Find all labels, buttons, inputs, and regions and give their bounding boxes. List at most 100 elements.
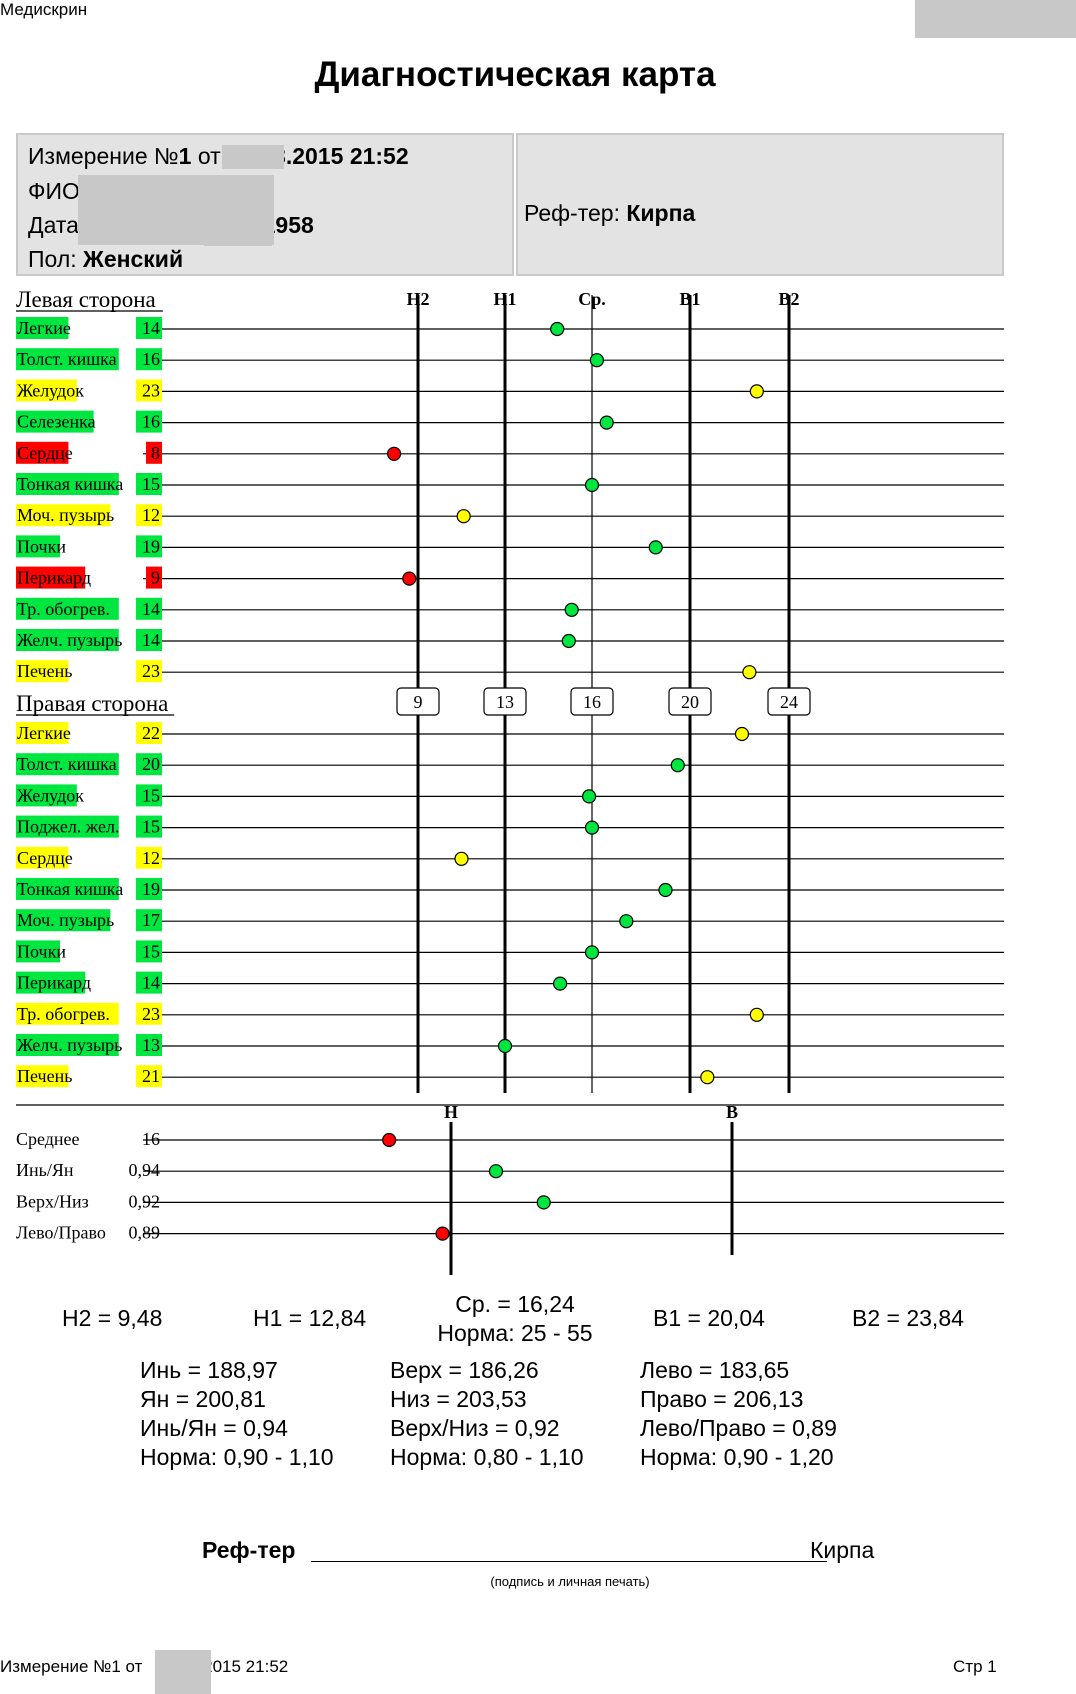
left-row-name-bg — [16, 629, 119, 651]
left-row-value: 12 — [142, 505, 160, 525]
fio-line: ФИО — [28, 178, 80, 204]
right-row-name-bg — [16, 1002, 119, 1025]
left-row-name: Моч. пузырь — [17, 505, 114, 525]
right-row-name-bg — [16, 1034, 119, 1056]
right-row-name-bg — [16, 846, 69, 869]
left-row-value: 14 — [142, 630, 160, 650]
summary-data-point — [435, 1226, 450, 1241]
stat-left: Лево = 183,65 — [640, 1357, 790, 1383]
right-row-value: 17 — [142, 910, 160, 930]
summary-data-point — [536, 1195, 551, 1210]
right-data-point — [581, 789, 597, 804]
right-row-name: Моч. пузырь — [17, 910, 114, 930]
left-row-value-bg — [136, 410, 162, 433]
signature-label: Реф-тер — [202, 1537, 296, 1563]
yin-yan-block: Инь = 188,97 Ян = 200,81 Инь/Ян = 0,94 Н… — [140, 1356, 334, 1472]
left-right-block: Лево = 183,65 Право = 206,13 Лево/Право … — [640, 1356, 837, 1472]
left-row-name: Селезенка — [17, 412, 96, 432]
right-row-name-bg — [16, 940, 60, 963]
left-row-value: 23 — [142, 661, 160, 681]
right-data-point — [584, 945, 600, 960]
stat-yin-yan-norm: Норма: 0,90 - 1,10 — [140, 1444, 334, 1470]
right-row-value-bg — [136, 784, 162, 807]
axis-value-box — [483, 687, 527, 716]
left-row-name: Желч. пузырь — [17, 630, 122, 650]
right-row-value-bg — [136, 722, 162, 744]
right-data-point — [454, 851, 469, 866]
stat-avg: Ср. = 16,24 — [455, 1291, 575, 1317]
right-row-value: 23 — [142, 1004, 160, 1024]
left-data-point — [561, 633, 576, 649]
axis-value: 24 — [780, 692, 798, 712]
referrer-line: Реф-тер: Кирпа — [524, 200, 696, 226]
stat-top-bottom: Верх/Низ = 0,92 — [390, 1415, 560, 1441]
summary-row-value: 16 — [142, 1129, 160, 1149]
stat-left-right-norm: Норма: 0,90 - 1,20 — [640, 1444, 834, 1470]
right-row-name: Тр. обогрев. — [17, 1004, 110, 1024]
left-data-point — [564, 602, 579, 617]
left-row-name-bg — [16, 379, 77, 402]
left-row-value: 16 — [142, 349, 160, 369]
left-section-title: Левая сторона — [16, 287, 156, 312]
left-data-point — [550, 321, 565, 337]
right-row-value-bg — [136, 846, 162, 869]
stat-v1: В1 = 20,04 — [653, 1305, 765, 1331]
right-data-point — [700, 1070, 715, 1085]
left-row-name-bg — [16, 660, 69, 683]
right-row-name: Тонкая кишка — [17, 879, 123, 899]
top-bottom-block: Верх = 186,26 Низ = 203,53 Верх/Низ = 0,… — [390, 1356, 584, 1472]
left-row-value: 15 — [142, 474, 160, 494]
right-row-name-bg — [16, 878, 119, 900]
stat-n1: Н1 = 12,84 — [253, 1305, 367, 1331]
right-section-title: Правая сторона — [16, 691, 168, 716]
left-row-name: Толст. кишка — [17, 349, 117, 369]
right-data-point — [497, 1038, 513, 1054]
left-row-name-bg — [16, 473, 119, 495]
right-row-name: Толст. кишка — [17, 754, 117, 774]
signature-caption: (подпись и личная печать) — [490, 1574, 650, 1589]
stat-yan: Ян = 200,81 — [140, 1386, 266, 1412]
left-row-value-bg — [136, 379, 162, 402]
left-data-point — [456, 509, 471, 524]
right-data-point — [670, 758, 685, 773]
axis-value: 16 — [583, 692, 601, 712]
left-row-name-bg — [16, 535, 60, 558]
left-row-value: 14 — [142, 318, 160, 338]
referrer-info-box: Реф-тер: Кирпа — [516, 133, 1004, 276]
left-data-point — [584, 477, 600, 493]
left-data-point — [599, 415, 614, 430]
right-row-name: Сердце — [17, 848, 73, 868]
right-row-name-bg — [16, 815, 119, 838]
left-data-point — [386, 446, 402, 461]
right-row-value-bg — [136, 815, 162, 838]
right-row-value: 21 — [142, 1066, 160, 1086]
left-row-name-bg — [16, 410, 94, 433]
axis-label: В2 — [778, 289, 799, 309]
stat-top: Верх = 186,26 — [390, 1357, 539, 1383]
right-row-name-bg — [16, 1065, 69, 1088]
left-row-value: 14 — [142, 599, 160, 619]
left-row-value-bg — [136, 348, 162, 371]
left-row-name: Печень — [17, 661, 72, 681]
left-row-value-bg — [136, 597, 162, 620]
right-row-name-bg — [16, 971, 86, 994]
right-data-point — [749, 1007, 764, 1022]
right-row-value: 15 — [142, 785, 160, 805]
left-row-value-bg — [136, 660, 162, 683]
redacted-block — [915, 0, 1076, 38]
left-row-name: Сердце — [17, 443, 73, 463]
right-data-point — [734, 726, 750, 742]
left-row-value-bg — [136, 504, 162, 527]
diagnostic-chart: Н2 Н1 Ср. В1 В2 Левая сторона Легкие 14 Толст. к… — [16, 287, 1004, 1275]
right-data-point — [584, 820, 600, 835]
left-row-name: Почки — [17, 536, 66, 556]
left-row-value-bg — [136, 629, 162, 651]
right-row-name: Желч. пузырь — [17, 1035, 122, 1055]
stat-right: Право = 206,13 — [640, 1386, 804, 1412]
left-row-value: 16 — [142, 412, 160, 432]
page-title: Диагностическая карта — [314, 55, 716, 94]
axis-value: 9 — [414, 692, 423, 712]
right-row-value: 15 — [142, 941, 160, 961]
page-number: Стр 1 — [953, 1657, 997, 1676]
left-data-point — [402, 571, 417, 586]
